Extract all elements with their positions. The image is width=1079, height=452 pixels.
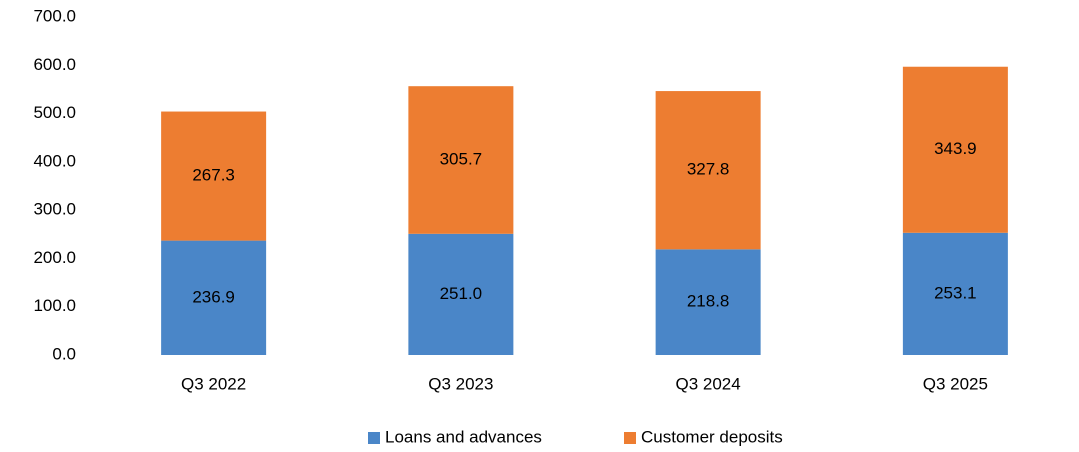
bar-segment xyxy=(161,240,267,355)
data-label: 343.9 xyxy=(934,139,977,158)
y-tick-label: 300.0 xyxy=(33,200,76,219)
data-label: 251.0 xyxy=(440,284,483,303)
y-tick-label: 200.0 xyxy=(33,248,76,267)
bar-segment xyxy=(408,233,514,355)
x-tick-label: Q3 2023 xyxy=(428,374,493,393)
y-tick-label: 100.0 xyxy=(33,296,76,315)
bar-segment xyxy=(408,86,514,234)
y-tick-label: 700.0 xyxy=(33,6,76,25)
y-tick-label: 0.0 xyxy=(52,344,76,363)
y-tick-label: 600.0 xyxy=(33,55,76,74)
bar-segment xyxy=(902,66,1008,233)
legend-label: Loans and advances xyxy=(385,427,542,446)
x-tick-label: Q3 2025 xyxy=(923,374,988,393)
legend-swatch xyxy=(368,432,380,444)
data-label: 253.1 xyxy=(934,283,977,302)
bar-segment xyxy=(161,111,267,241)
legend-swatch xyxy=(624,432,636,444)
y-tick-label: 500.0 xyxy=(33,103,76,122)
data-label: 267.3 xyxy=(192,166,235,185)
bar-segment xyxy=(902,232,1008,355)
data-label: 327.8 xyxy=(687,160,730,179)
y-tick-label: 400.0 xyxy=(33,151,76,170)
bar-segment xyxy=(655,249,761,355)
x-tick-label: Q3 2022 xyxy=(181,374,246,393)
data-label: 218.8 xyxy=(687,292,730,311)
legend-label: Customer deposits xyxy=(641,427,783,446)
bar-segment xyxy=(655,91,761,250)
data-label: 305.7 xyxy=(440,149,483,168)
data-label: 236.9 xyxy=(192,287,235,306)
x-tick-label: Q3 2024 xyxy=(676,374,741,393)
